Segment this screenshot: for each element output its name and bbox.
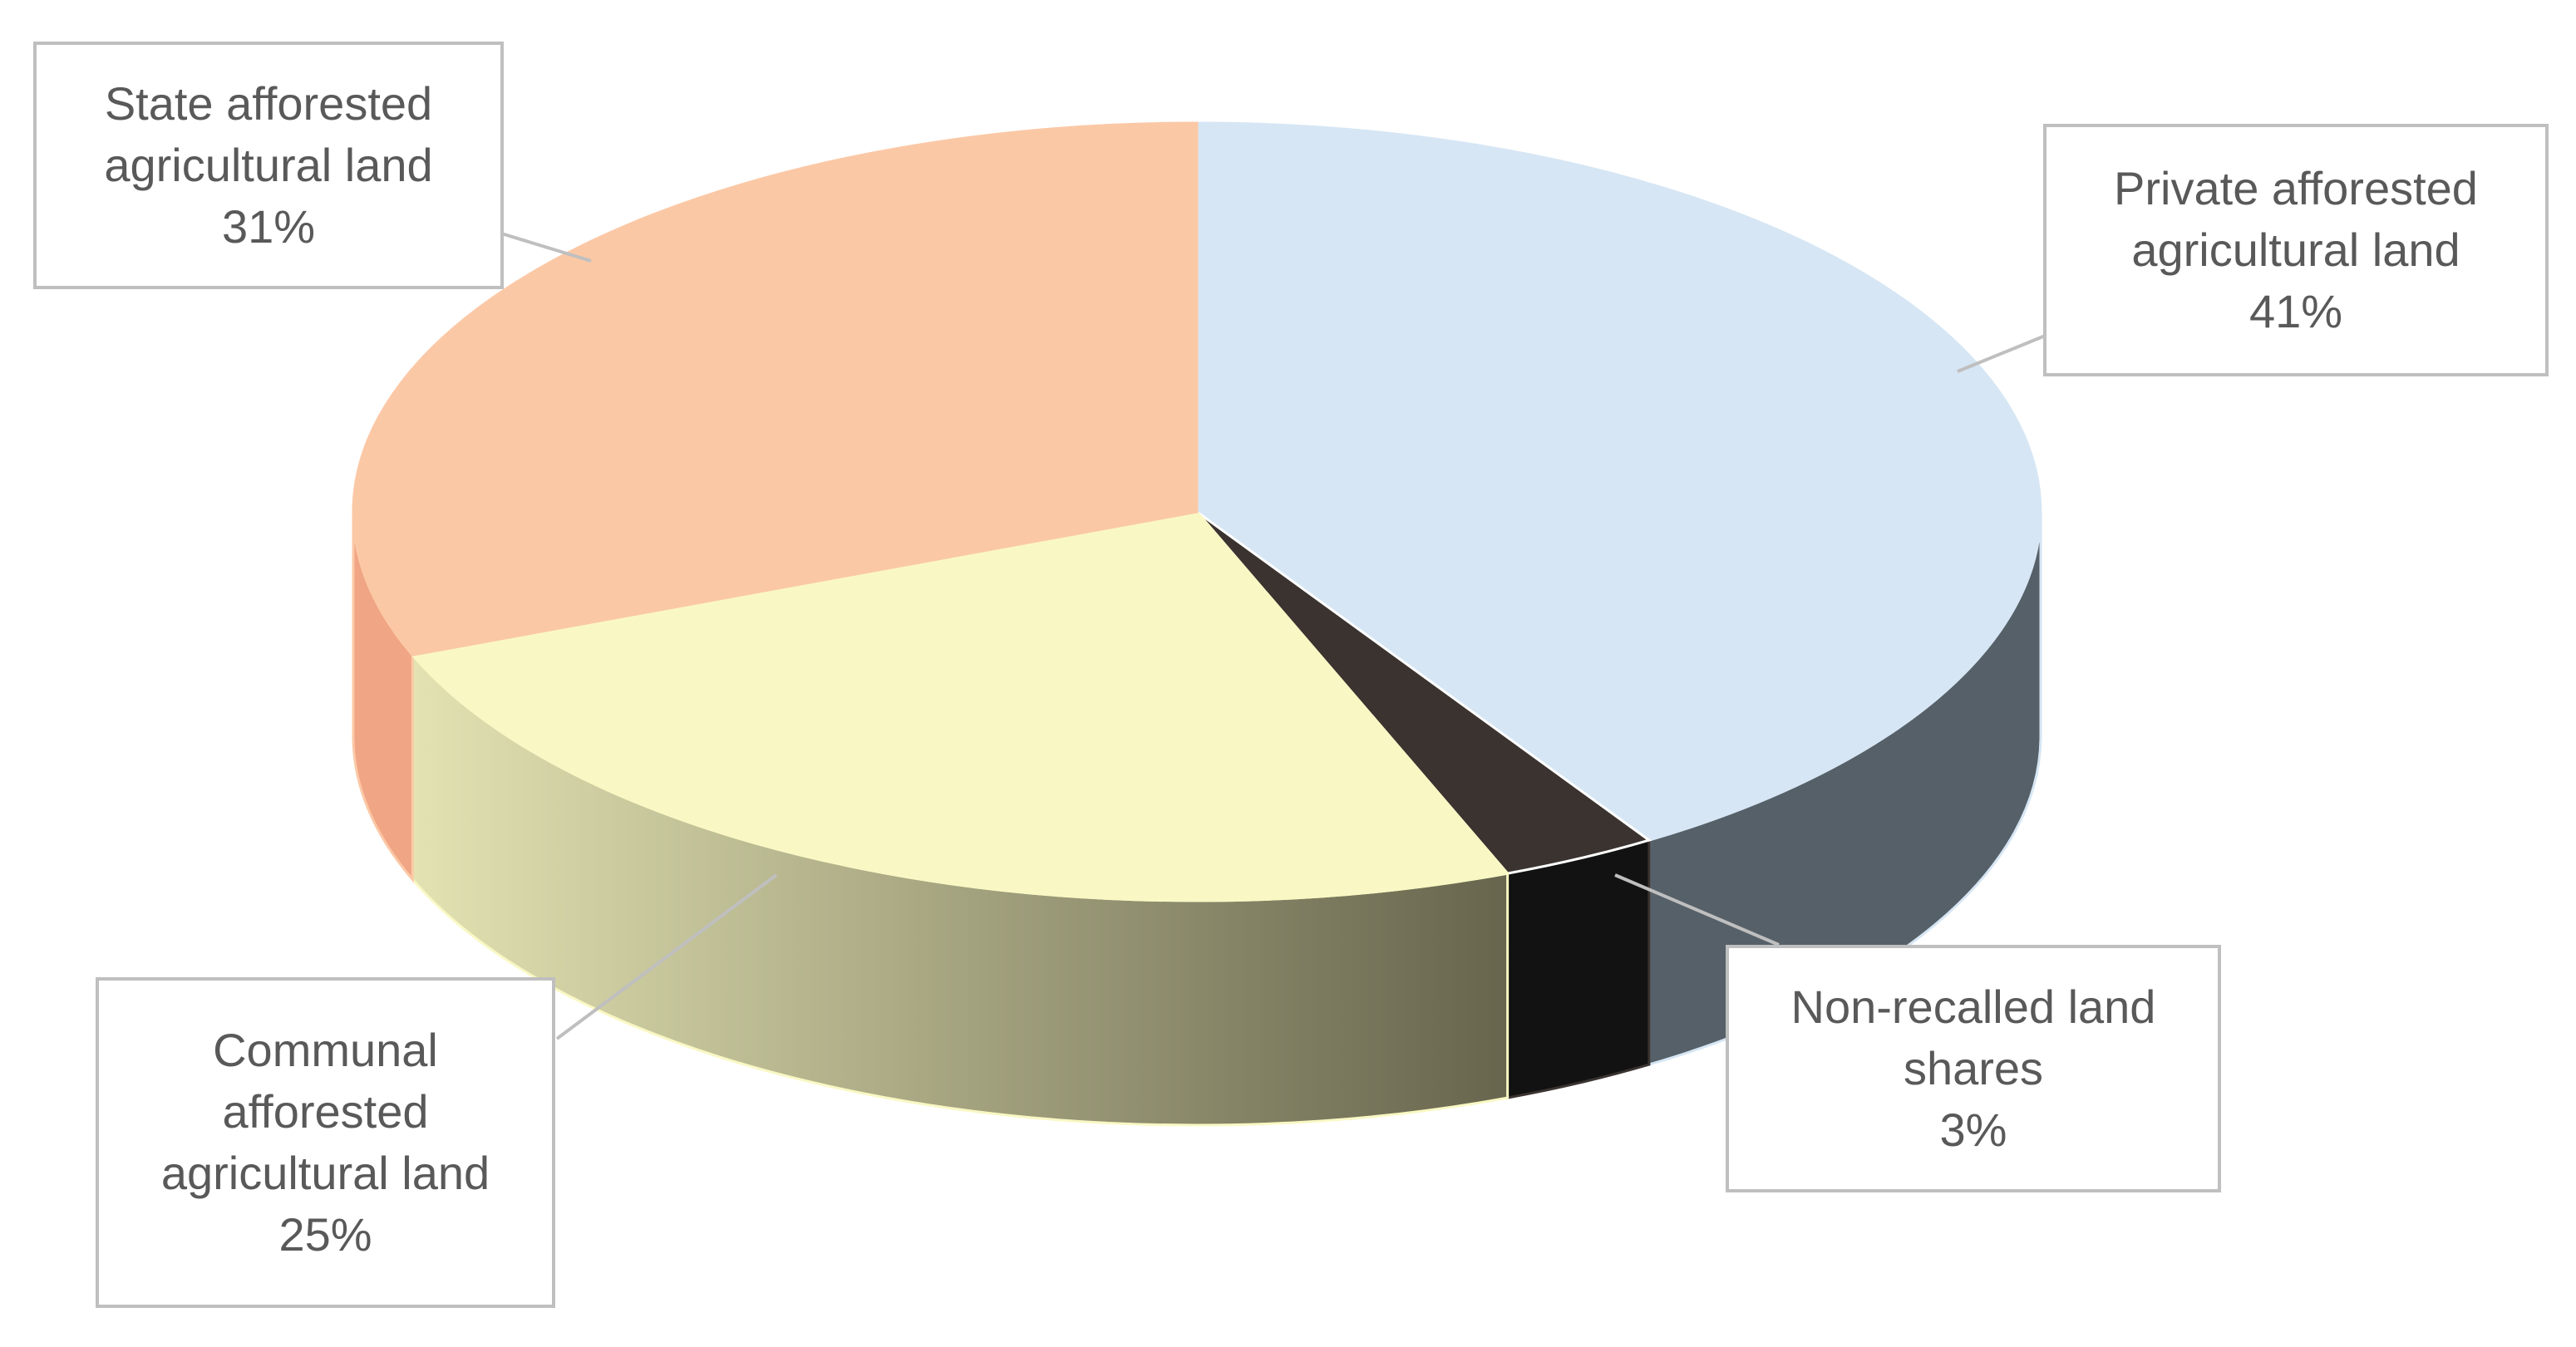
category-label: State afforested agricultural land — [104, 77, 433, 192]
data-label: State afforested agricultural land 31% — [33, 42, 504, 289]
category-label: Private afforested agricultural land — [2114, 162, 2478, 277]
category-label: Non-recalled land shares — [1790, 981, 2156, 1095]
value-label: 3% — [1939, 1103, 2007, 1156]
value-label: 31% — [221, 199, 316, 253]
value-label: 41% — [2248, 284, 2343, 337]
leader-line — [498, 231, 592, 263]
pie-slice — [410, 510, 1510, 902]
leader-lines — [498, 231, 2054, 1040]
pie-tops — [352, 121, 2042, 902]
leader-line — [1957, 331, 2054, 373]
data-label: Communal afforested agricultural land 25% — [96, 977, 555, 1308]
value-label: 25% — [278, 1207, 372, 1261]
leader-line — [1614, 873, 1780, 946]
data-label: Private afforested agricultural land 41% — [2043, 124, 2549, 376]
category-label: Communal afforested agricultural land — [160, 1024, 490, 1199]
data-label: Non-recalled land shares 3% — [1726, 945, 2221, 1192]
pie-slice — [352, 121, 1199, 656]
leader-line — [555, 873, 778, 1040]
pie-slice — [1195, 121, 2042, 842]
